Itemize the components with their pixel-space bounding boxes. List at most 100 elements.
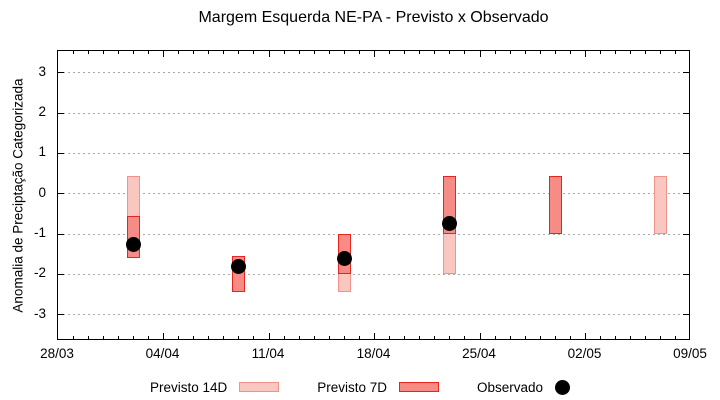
x-tick (539, 51, 541, 54)
x-tick (193, 51, 195, 54)
y-tick (58, 112, 64, 114)
y-tick-label: -3 (33, 305, 46, 321)
x-tick (494, 51, 496, 54)
x-tick (178, 51, 180, 54)
legend-label-previsto-7d: Previsto 7D (317, 379, 388, 395)
x-tick (147, 336, 149, 339)
y-tick (683, 152, 689, 154)
x-tick (208, 336, 210, 339)
x-tick (660, 51, 662, 54)
forecast-bar (548, 175, 562, 234)
x-tick (313, 336, 315, 339)
y-tick (683, 273, 689, 275)
x-tick (585, 51, 586, 57)
x-tick (328, 336, 330, 339)
y-tick-label: 2 (38, 104, 46, 120)
y-tick-label: 3 (38, 63, 46, 79)
observed-point (442, 216, 458, 232)
y-tick-label: 1 (38, 144, 46, 160)
x-tick (509, 51, 511, 54)
x-tick-label: 18/04 (356, 346, 391, 361)
x-tick (464, 336, 466, 339)
y-tick (58, 152, 64, 154)
x-tick (585, 333, 586, 339)
x-tick (163, 333, 164, 339)
x-tick (238, 51, 240, 54)
observed-point (231, 258, 247, 274)
x-tick (328, 51, 330, 54)
x-tick (630, 336, 632, 339)
x-tick (72, 336, 74, 339)
x-tick-label: 09/05 (673, 346, 707, 361)
x-tick-label: 02/05 (567, 346, 602, 361)
x-tick (178, 336, 180, 339)
x-tick (464, 51, 466, 54)
gridline (58, 112, 689, 114)
gridline (58, 72, 689, 74)
x-tick (675, 336, 677, 339)
x-tick (163, 51, 164, 57)
x-tick (494, 336, 496, 339)
gridline (58, 193, 689, 195)
x-tick (524, 51, 526, 54)
x-tick (132, 336, 134, 339)
x-tick-label: 25/04 (462, 346, 496, 361)
y-tick-label: -1 (33, 225, 46, 240)
x-tick (645, 336, 647, 339)
x-tick (389, 336, 391, 339)
y-tick (683, 72, 689, 74)
x-tick (404, 336, 406, 339)
x-tick (117, 336, 119, 339)
x-tick (102, 51, 104, 54)
x-tick (449, 336, 451, 339)
x-tick (374, 333, 375, 339)
x-tick (193, 336, 195, 339)
x-tick (358, 51, 360, 54)
y-tick (58, 314, 64, 316)
legend-item-previsto-7d: Previsto 7D (317, 379, 440, 395)
x-tick (645, 51, 647, 54)
y-tick-label: 0 (38, 184, 46, 200)
y-tick (683, 112, 689, 114)
x-tick (374, 51, 375, 57)
observed-point (336, 250, 352, 266)
x-tick (539, 336, 541, 339)
plot-area (57, 50, 690, 340)
legend-label-previsto-14d: Previsto 14D (149, 379, 228, 395)
y-tick (58, 193, 64, 195)
gridline (58, 233, 689, 235)
x-tick (479, 51, 481, 57)
x-tick (615, 51, 617, 54)
y-tick (683, 193, 689, 195)
x-tick (419, 336, 421, 339)
gridline (58, 152, 689, 154)
y-tick-label: -2 (33, 265, 46, 281)
legend: Previsto 14D Previsto 7D Observado (0, 376, 720, 398)
x-tick (223, 336, 225, 339)
x-tick (434, 336, 436, 339)
x-tick (343, 51, 345, 54)
x-tick (87, 51, 89, 54)
x-tick (343, 336, 345, 339)
x-tick (298, 336, 300, 339)
x-tick (117, 51, 119, 54)
x-tick (449, 51, 451, 54)
x-tick (268, 51, 270, 57)
y-tick (683, 314, 689, 316)
legend-item-observado: Observado (477, 379, 571, 395)
x-tick (102, 336, 104, 339)
forecast-bar (654, 175, 668, 234)
observado-dot-icon (555, 379, 571, 395)
x-tick (524, 336, 526, 339)
y-tick (683, 233, 689, 235)
x-tick (615, 336, 617, 339)
x-tick (253, 51, 255, 54)
gridline (58, 273, 689, 275)
x-tick (660, 336, 662, 339)
x-tick (268, 333, 270, 339)
x-tick (72, 51, 74, 54)
gridline (58, 314, 689, 316)
observed-point (125, 236, 141, 252)
x-tick (404, 51, 406, 54)
